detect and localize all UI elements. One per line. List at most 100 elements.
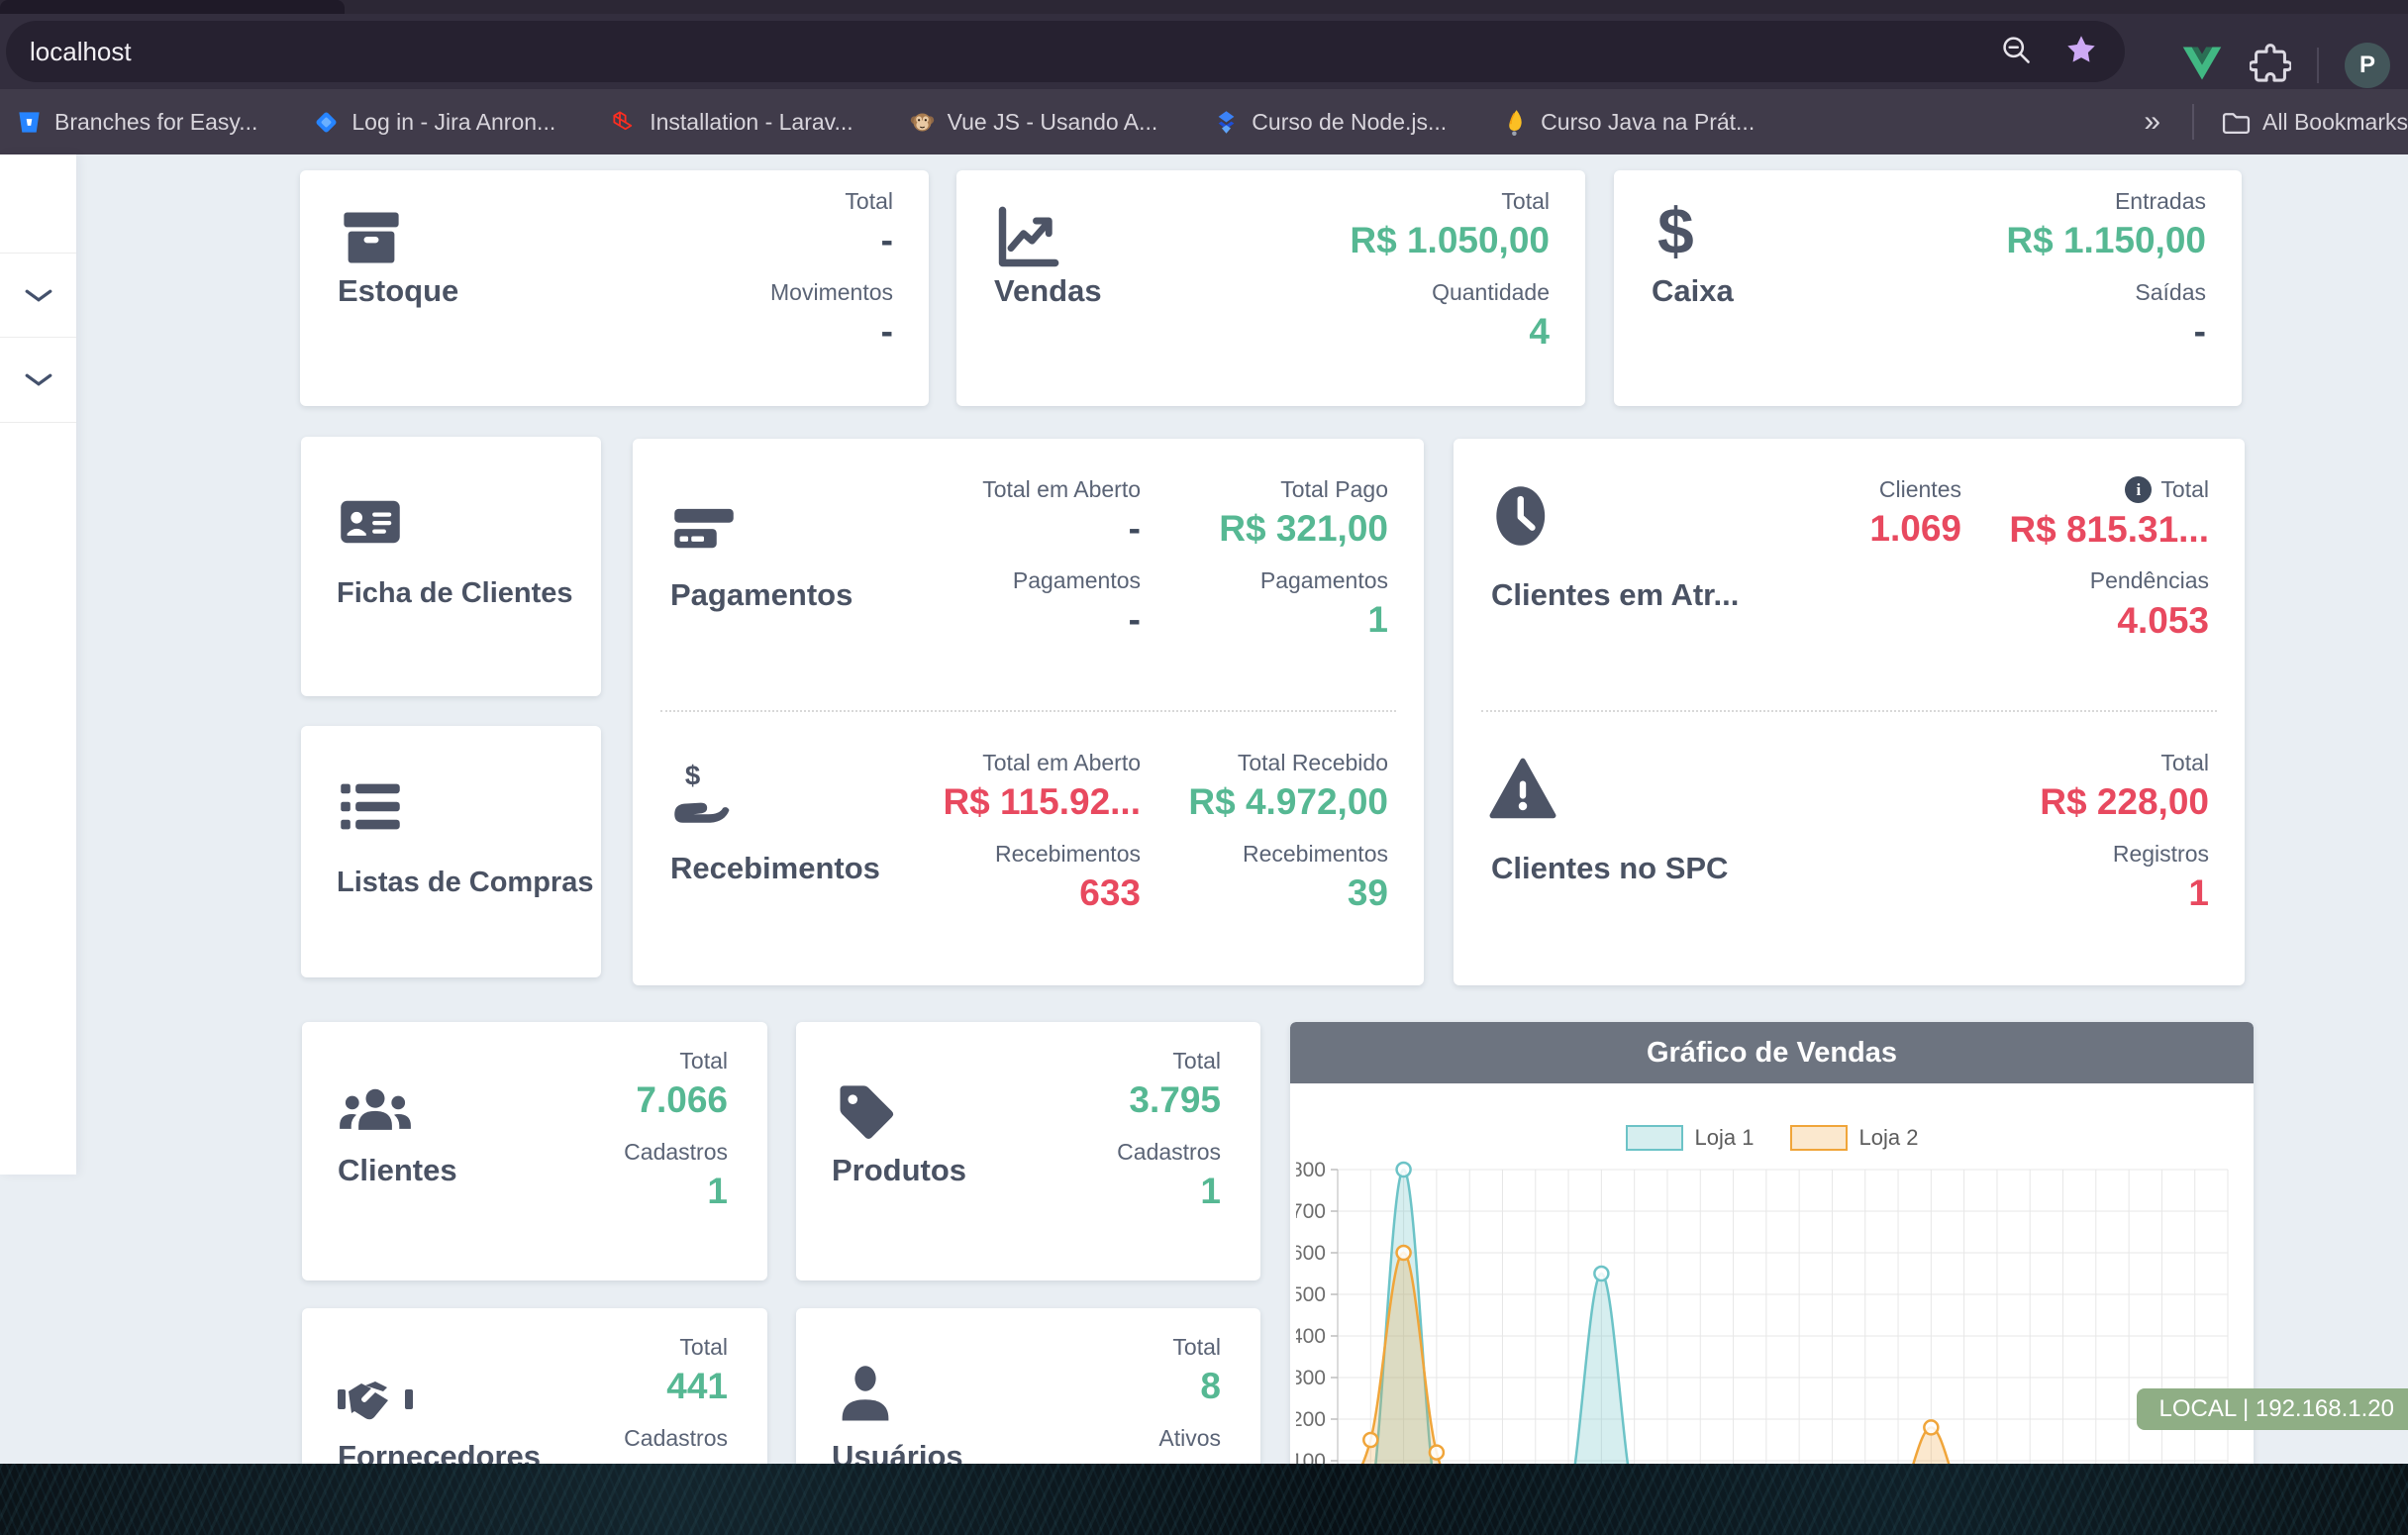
section-pagamentos: Pagamentos Total em Aberto - Pagamentos … <box>633 439 1424 712</box>
stat-value: - <box>2193 311 2206 353</box>
folder-icon <box>2222 112 2251 134</box>
id-card-icon <box>337 488 404 556</box>
chevron-down-icon <box>25 289 51 302</box>
stat-value: R$ 1.150,00 <box>2006 220 2206 261</box>
card-listas-compras[interactable]: Listas de Compras <box>301 726 601 977</box>
card-title: Recebimentos <box>670 851 880 885</box>
stat-value: R$ 815.31... <box>2009 509 2209 550</box>
svg-text:500: 500 <box>1296 1283 1326 1306</box>
card-title: Caixa <box>1652 273 1734 308</box>
vue-devtools-icon[interactable] <box>2180 44 2224 88</box>
card-atraso-spc[interactable]: Clientes em Atr... Clientes 1.069 i Tota… <box>1454 439 2245 985</box>
bookmarks-overflow-chevrons-icon[interactable]: » <box>2144 105 2161 138</box>
legend-item-loja2[interactable]: Loja 2 <box>1789 1125 1918 1151</box>
card-ficha-clientes[interactable]: Ficha de Clientes <box>301 437 601 696</box>
dotted-separator <box>1481 710 2217 712</box>
section-clientes-spc: Clientes no SPC Total R$ 228,00 Registro… <box>1454 712 2245 985</box>
bookmark-laravel[interactable]: Installation - Larav... <box>611 109 853 136</box>
card-caixa[interactable]: $ Caixa Entradas R$ 1.150,00 Saídas - <box>1614 170 2242 406</box>
stat-value: 3.795 <box>1129 1079 1221 1121</box>
stat-value: - <box>880 220 893 261</box>
bookmark-jira[interactable]: Log in - Jira Anron... <box>313 109 555 136</box>
stat-value: 1.069 <box>1869 508 1961 550</box>
legend-item-loja1[interactable]: Loja 1 <box>1625 1125 1755 1151</box>
stat-label: Total Recebido <box>1237 750 1388 775</box>
warning-triangle-icon <box>1489 756 1556 823</box>
card-vendas[interactable]: Vendas Total R$ 1.050,00 Quantidade 4 <box>956 170 1585 406</box>
stat-value: R$ 1.050,00 <box>1350 220 1550 261</box>
address-bar[interactable]: localhost <box>6 21 2125 82</box>
svg-text:$: $ <box>685 761 700 791</box>
bookmark-branches[interactable]: Branches for Easy... <box>16 109 257 136</box>
card-estoque[interactable]: Estoque Total - Movimentos - <box>300 170 929 406</box>
stat-label: Cadastros <box>624 1424 728 1451</box>
card-pagamentos-recebimentos[interactable]: Pagamentos Total em Aberto - Pagamentos … <box>633 439 1424 985</box>
stat-value: R$ 228,00 <box>2040 781 2209 823</box>
card-clientes[interactable]: Clientes Total 7.066 Cadastros 1 <box>302 1022 767 1280</box>
stat-value: 4 <box>1529 311 1550 353</box>
users-group-icon <box>338 1079 413 1147</box>
jira-icon <box>316 112 337 132</box>
card-title: Clientes em Atr... <box>1491 577 1740 612</box>
svg-text:400: 400 <box>1296 1325 1326 1348</box>
svg-text:600: 600 <box>1296 1242 1326 1265</box>
stat-label: Quantidade <box>1432 278 1550 305</box>
card-produtos[interactable]: Produtos Total 3.795 Cadastros 1 <box>796 1022 1260 1280</box>
bitbucket-icon <box>19 111 40 133</box>
stat-value: R$ 4.972,00 <box>1188 781 1388 823</box>
stat-label: Pagamentos <box>1012 566 1141 593</box>
profile-avatar[interactable]: P <box>2345 43 2390 88</box>
stat-label: Total em Aberto <box>982 476 1141 502</box>
chart-title: Gráfico de Vendas <box>1290 1022 2254 1083</box>
hand-holding-dollar-icon: $ <box>670 760 738 827</box>
desktop-wallpaper <box>0 1464 2408 1535</box>
blue-gem-icon <box>1218 110 1235 134</box>
bookmark-java-course[interactable]: Curso Java na Prát... <box>1502 109 1755 136</box>
stat-value: R$ 321,00 <box>1219 508 1388 550</box>
stat-value: 4.053 <box>2117 599 2209 641</box>
stat-value: 1 <box>707 1171 728 1212</box>
stat-label: Total <box>1172 1334 1221 1360</box>
bookmark-vuejs[interactable]: Vue JS - Usando A... <box>909 109 1157 136</box>
sidebar-expander-1[interactable] <box>0 253 76 338</box>
extensions-puzzle-icon[interactable] <box>2248 43 2293 89</box>
active-tab[interactable] <box>0 0 345 14</box>
stat-label: Total <box>1501 188 1550 214</box>
stat-label: Recebimentos <box>994 840 1141 867</box>
card-title: Clientes no SPC <box>1491 851 1729 885</box>
card-title: Vendas <box>994 273 1102 308</box>
stat-label: Total Pago <box>1280 476 1388 502</box>
list-icon <box>337 773 404 841</box>
card-title: Listas de Compras <box>337 867 594 898</box>
stat-value: - <box>1128 599 1141 641</box>
chevron-down-icon <box>25 373 51 386</box>
section-clientes-atraso: Clientes em Atr... Clientes 1.069 i Tota… <box>1454 439 2245 712</box>
laravel-icon <box>613 110 633 130</box>
collapsed-sidebar <box>0 154 76 1175</box>
clock-icon <box>1491 482 1558 550</box>
stat-label: Cadastros <box>1117 1138 1221 1165</box>
zoom-out-icon[interactable] <box>2000 34 2032 70</box>
card-title: Ficha de Clientes <box>337 577 573 609</box>
info-icon[interactable]: i <box>2125 476 2153 503</box>
url-text: localhost <box>30 36 132 66</box>
chart-legend: Loja 1 Loja 2 <box>1290 1125 2254 1151</box>
stat-value: 633 <box>1079 872 1141 914</box>
status-badge: LOCAL | 192.168.1.20 <box>2137 1388 2408 1430</box>
all-bookmarks-button[interactable]: All Bookmarks <box>2222 109 2408 136</box>
stat-value: - <box>880 311 893 353</box>
handshake-icon <box>334 1366 417 1429</box>
credit-card-icon <box>670 494 738 562</box>
toolbar-divider <box>2317 48 2319 83</box>
sidebar-expander-2[interactable] <box>0 337 76 423</box>
stat-value: 1 <box>1367 599 1388 641</box>
stat-value: 7.066 <box>636 1079 728 1121</box>
legend-swatch <box>1789 1125 1848 1151</box>
bookmark-star-icon[interactable] <box>2065 34 2097 70</box>
dotted-separator <box>660 710 1396 712</box>
card-title: Clientes <box>338 1153 457 1187</box>
browser-toolbar: localhost <box>0 14 2408 89</box>
bookmark-node-course[interactable]: Curso de Node.js... <box>1213 109 1447 136</box>
